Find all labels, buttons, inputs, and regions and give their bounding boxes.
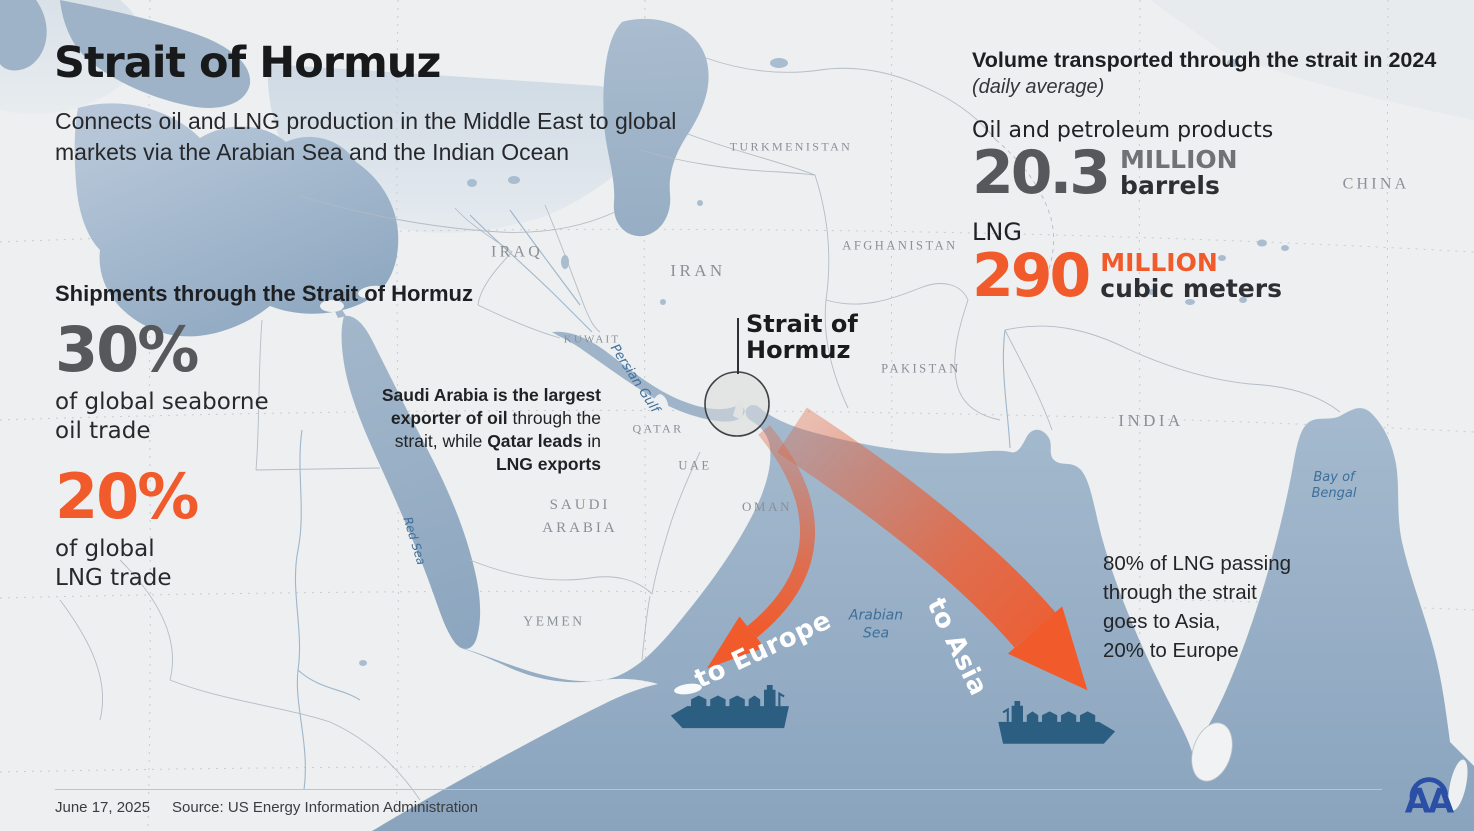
exporter-line3-pre: strait, while bbox=[394, 431, 488, 451]
oil-unit-barrels: barrels bbox=[1120, 171, 1220, 200]
to-europe-arrowhead bbox=[706, 616, 765, 669]
exporter-note: Saudi Arabia is the largest exporter of … bbox=[271, 384, 601, 476]
lng-label: LNG bbox=[972, 218, 1022, 246]
volume-subheading: (daily average) bbox=[972, 76, 1105, 98]
oil-unit-million: MILLION bbox=[1120, 145, 1238, 174]
lng-volume-row: 290 MILLION cubic meters bbox=[972, 241, 1467, 311]
black-sea bbox=[60, 0, 251, 108]
map-label-pakistan: PAKISTAN bbox=[881, 361, 961, 376]
footer-divider bbox=[55, 789, 1382, 790]
to-europe-arrow bbox=[747, 425, 816, 638]
strait-callout-label: Strait of Hormuz bbox=[746, 310, 858, 364]
flow-arrows bbox=[706, 407, 1088, 691]
map-label-bay-of-bengal: Bay of Bengal bbox=[1311, 469, 1357, 501]
page-title: Strait of Hormuz bbox=[54, 38, 441, 88]
caspian-sea bbox=[603, 18, 709, 237]
small-lakes bbox=[359, 58, 1289, 666]
map-label-qatar: QATAR bbox=[632, 421, 684, 436]
oil-volume-row: 20.3 MILLION barrels bbox=[972, 138, 1467, 208]
country-borders bbox=[59, 57, 1341, 801]
island-bottom-right bbox=[1448, 759, 1468, 811]
sea-edge bbox=[0, 0, 47, 71]
rivers bbox=[294, 209, 1011, 791]
map-label-saudi-arabia: SAUDI ARABIA bbox=[542, 496, 618, 536]
map-label-iraq: IRAQ bbox=[491, 243, 543, 261]
oil-products-label: Oil and petroleum products bbox=[972, 118, 1274, 143]
map-label-arabian-sea: Arabian Sea bbox=[848, 607, 904, 642]
map-label-yemen: YEMEN bbox=[523, 613, 585, 629]
anadolu-agency-logo: AA bbox=[1405, 777, 1457, 821]
sri-lanka-island bbox=[1191, 722, 1233, 782]
exporter-line2-bold: exporter of oil bbox=[390, 408, 508, 428]
exporter-line3-bold: Qatar leads bbox=[487, 431, 583, 451]
lng-unit-cubic-meters: cubic meters bbox=[1100, 274, 1282, 303]
oil-share-value: 30% bbox=[55, 313, 199, 386]
oil-volume-value: 20.3 bbox=[972, 138, 1111, 208]
shipments-heading: Shipments through the Strait of Hormuz bbox=[55, 281, 473, 306]
map-label-china: CHINA bbox=[1342, 175, 1410, 193]
lng-volume-units: MILLION cubic meters bbox=[1100, 250, 1282, 305]
china-shaded-land bbox=[1150, 0, 1474, 120]
map-label-oman: OMAN bbox=[741, 498, 793, 514]
to-asia-arrow bbox=[777, 407, 1056, 648]
arabian-sea-ocean bbox=[372, 405, 1474, 831]
oil-share-caption: of global seaborne oil trade bbox=[55, 389, 269, 444]
map-label-iran: IRAN bbox=[670, 260, 726, 280]
lng-share-value: 20% bbox=[55, 460, 199, 533]
mediterranean-sea bbox=[74, 103, 399, 337]
persian-gulf-water bbox=[552, 331, 745, 422]
map-label-uae: UAE bbox=[678, 458, 712, 473]
map-label-afghanistan: AFGHANISTAN bbox=[842, 238, 958, 253]
lng-volume-value: 290 bbox=[972, 241, 1091, 311]
shipments-panel: Shipments through the Strait of Hormuz 3… bbox=[55, 281, 475, 593]
socotra-island bbox=[674, 683, 702, 695]
cyprus-island bbox=[358, 285, 386, 299]
strait-highlight-circle bbox=[704, 371, 770, 437]
footer-source: Source: US Energy Information Administra… bbox=[172, 799, 478, 816]
exporter-line4: LNG exports bbox=[495, 454, 601, 474]
volume-heading: Volume transported through the strait in… bbox=[972, 48, 1437, 72]
exporter-line2-rest: through the bbox=[507, 408, 601, 428]
lng-unit-million: MILLION bbox=[1100, 248, 1218, 277]
exporter-line1: Saudi Arabia is the largest bbox=[381, 385, 601, 405]
map-label-india: INDIA bbox=[1118, 410, 1184, 430]
nile-delta bbox=[320, 300, 344, 312]
map-label-kuwait: KUWAIT bbox=[563, 333, 621, 346]
page-subtitle: Connects oil and LNG production in the M… bbox=[55, 108, 677, 165]
logo-text: AA bbox=[1405, 782, 1454, 821]
volume-panel: Volume transported through the strait in… bbox=[972, 48, 1467, 311]
asia-share-note: 80% of LNG passing through the strait go… bbox=[1103, 552, 1292, 662]
exporter-line3-rest: in bbox=[582, 431, 601, 451]
lng-share-caption: of global LNG trade bbox=[55, 536, 172, 591]
footer-date: June 17, 2025 bbox=[55, 799, 151, 816]
oil-volume-units: MILLION barrels bbox=[1120, 147, 1238, 202]
qatar-peninsula bbox=[651, 394, 669, 421]
logo-ring bbox=[1409, 777, 1449, 799]
to-asia-arrowhead bbox=[1007, 606, 1088, 691]
map-label-turkmenistan: TURKMENISTAN bbox=[729, 139, 853, 154]
red-sea-water bbox=[341, 315, 481, 649]
